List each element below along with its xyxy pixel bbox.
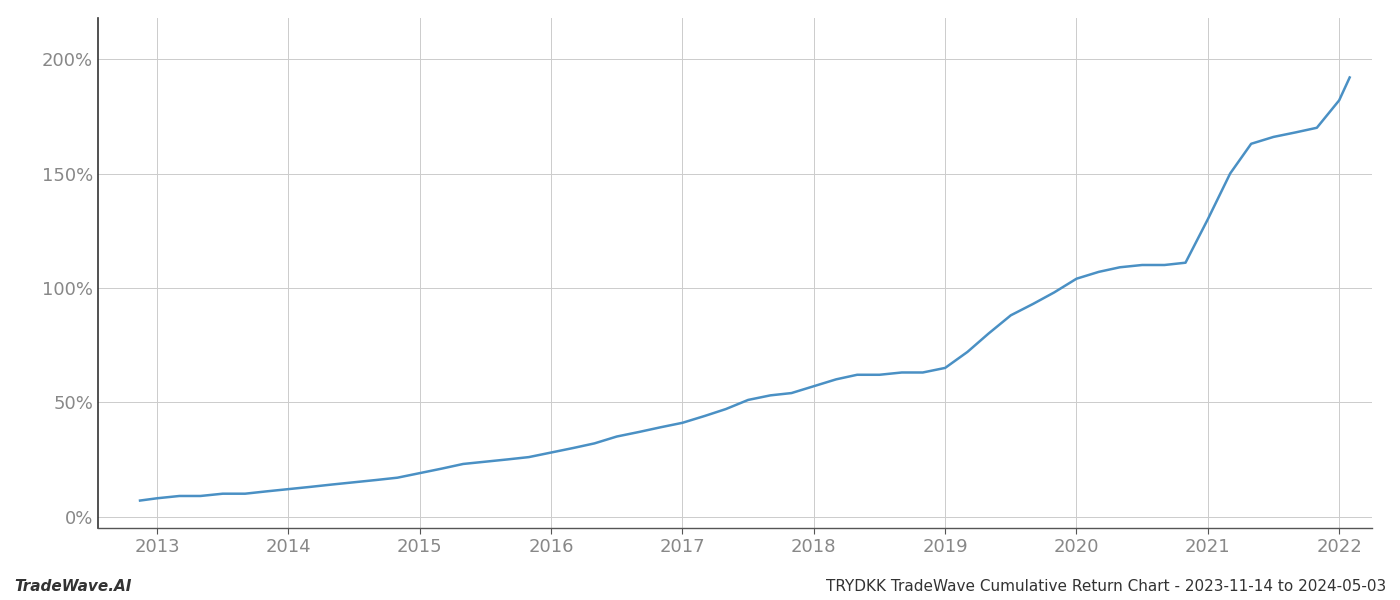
Text: TradeWave.AI: TradeWave.AI [14,579,132,594]
Text: TRYDKK TradeWave Cumulative Return Chart - 2023-11-14 to 2024-05-03: TRYDKK TradeWave Cumulative Return Chart… [826,579,1386,594]
